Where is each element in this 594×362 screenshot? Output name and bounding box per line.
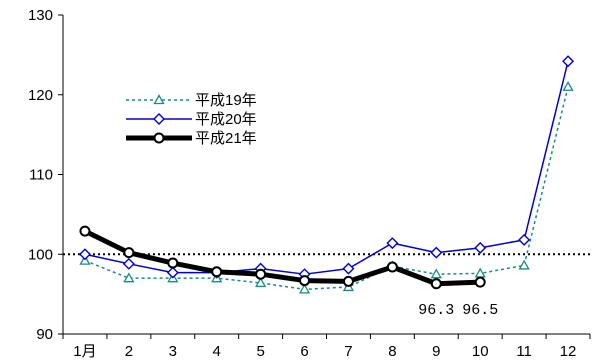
- x-tick-label: 7: [344, 343, 352, 360]
- y-tick-label: 130: [28, 7, 53, 24]
- series-2: [79, 225, 486, 290]
- legend-item-0: 平成19年: [126, 92, 257, 109]
- x-tick-label: 11: [516, 343, 532, 360]
- data-point-triangle: [123, 272, 135, 283]
- y-tick-label: 90: [36, 326, 53, 343]
- data-point-triangle: [430, 268, 442, 279]
- x-tick-label: 10: [472, 343, 489, 360]
- data-label: 96.5: [462, 302, 498, 319]
- data-point-circle: [123, 247, 135, 259]
- data-point-triangle: [298, 283, 311, 294]
- data-point-circle: [342, 275, 354, 287]
- data-point-triangle: [518, 259, 530, 270]
- y-tick-label: 110: [29, 167, 53, 184]
- data-point-triangle: [255, 277, 267, 288]
- data-point-circle: [153, 132, 165, 144]
- data-point-diamond: [562, 55, 575, 68]
- x-tick-label: 12: [560, 343, 577, 360]
- data-point-diamond: [386, 237, 399, 250]
- data-point-triangle: [153, 94, 165, 105]
- data-point-diamond: [122, 257, 135, 270]
- data-point-diamond: [518, 233, 531, 246]
- data-point-triangle: [562, 80, 574, 91]
- x-tick-label: 9: [432, 343, 440, 360]
- x-tick-label: 6: [300, 343, 308, 360]
- legend-item-1: 平成20年: [126, 111, 257, 128]
- data-point-diamond: [166, 266, 179, 279]
- legend-item-2: 平成21年: [126, 130, 257, 147]
- legend-label: 平成20年: [195, 111, 257, 128]
- y-tick-label: 100: [28, 246, 53, 263]
- x-tick-label: 3: [169, 343, 177, 360]
- data-point-circle: [299, 275, 311, 287]
- legend-label: 平成21年: [195, 130, 257, 147]
- data-label: 96.3: [418, 302, 454, 319]
- y-tick-label: 120: [28, 87, 53, 104]
- series-1: [78, 55, 575, 281]
- x-tick-label: 4: [213, 343, 221, 360]
- data-point-circle: [167, 257, 179, 269]
- x-tick-label: 2: [125, 343, 133, 360]
- data-point-circle: [474, 276, 486, 288]
- data-point-circle: [430, 278, 442, 290]
- data-point-diamond: [78, 248, 91, 261]
- data-point-circle: [211, 266, 223, 278]
- series-0: [79, 80, 574, 294]
- series-line: [84, 61, 569, 275]
- data-point-circle: [386, 261, 398, 273]
- data-point-circle: [79, 225, 91, 237]
- data-point-diamond: [474, 241, 487, 254]
- x-tick-label: 1月: [73, 343, 96, 360]
- data-point-triangle: [474, 267, 486, 278]
- x-tick-label: 5: [256, 343, 264, 360]
- data-point-diamond: [430, 246, 443, 259]
- legend-label: 平成19年: [195, 92, 257, 109]
- data-point-diamond: [342, 262, 355, 275]
- x-tick-label: 8: [388, 343, 396, 360]
- series-line: [83, 228, 481, 287]
- data-point-diamond: [153, 113, 165, 125]
- data-point-circle: [255, 268, 267, 280]
